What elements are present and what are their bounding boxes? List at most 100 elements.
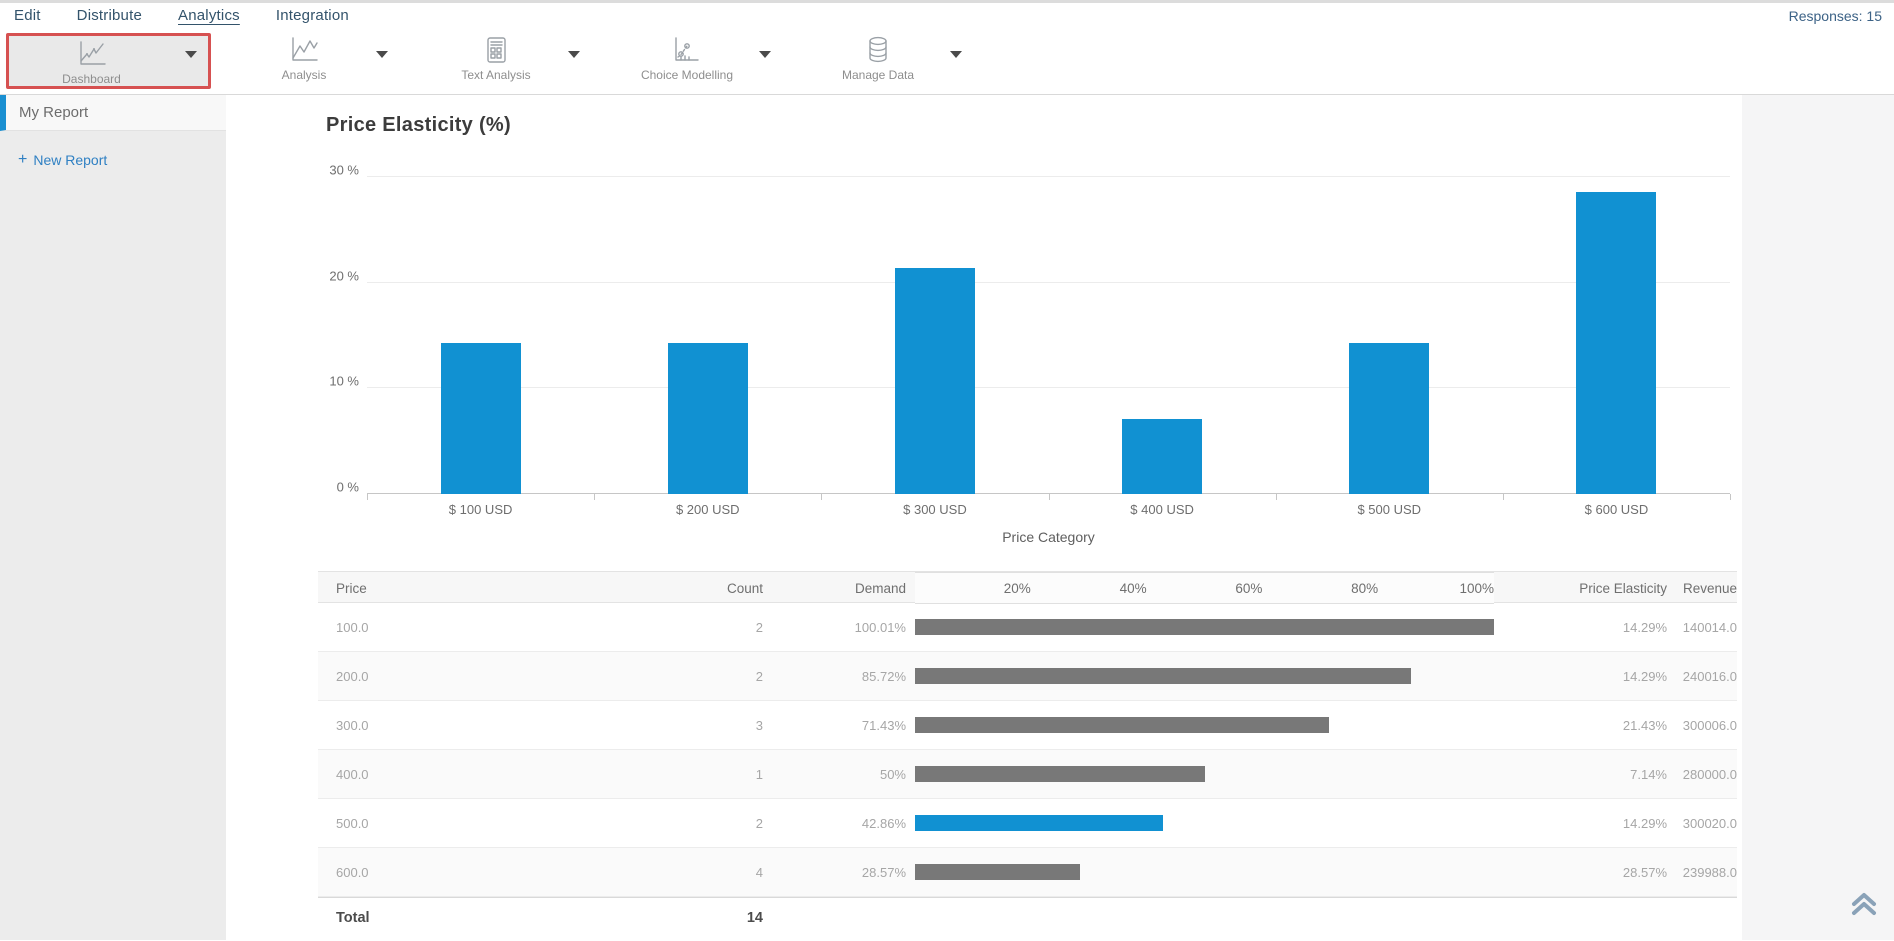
responses-count: Responses: 15 — [1788, 7, 1882, 24]
cell-elasticity: 21.43% — [1622, 717, 1667, 733]
toolbar-button-dashboard[interactable]: Dashboard — [9, 36, 174, 86]
table-row: 100.0 2 100.01% 14.29% 140014.0 — [318, 603, 1737, 652]
chart-x-axis-title: Price Category — [1002, 529, 1095, 545]
scale-tick-20%: 20% — [1003, 580, 1031, 596]
demand-bar — [915, 864, 1081, 880]
bar-100USD[interactable] — [440, 343, 521, 494]
table-row: 600.0 4 28.57% 28.57% 239988.0 — [318, 848, 1737, 897]
price-elasticity-chart: 0 % 10 % 20 % 30 % — [329, 151, 1731, 500]
bar-300USD[interactable] — [894, 267, 975, 494]
dashboard-chart-icon — [75, 39, 109, 69]
chart-title: Price Elasticity (%) — [326, 114, 511, 136]
cell-elasticity: 28.57% — [1622, 864, 1667, 880]
bar-slot-6 — [1503, 151, 1730, 494]
bar-400USD[interactable] — [1122, 418, 1203, 494]
table-body: 100.0 2 100.01% 14.29% 140014.0 200.0 2 85.72% 1… — [318, 603, 1737, 897]
x-axis-tick — [367, 494, 368, 500]
cell-count: 1 — [755, 766, 763, 782]
new-report-button[interactable]: + New Report — [18, 151, 226, 169]
cell-count: 2 — [755, 619, 763, 635]
cell-demand: 50% — [879, 766, 906, 782]
toolbar-button-choice-modelling[interactable]: Choice Modelling — [626, 32, 748, 90]
toolbar-dropdown-analysis[interactable] — [365, 32, 399, 90]
toolbar-button-analysis[interactable]: Analysis — [243, 32, 365, 90]
reports-sidebar: My Report + New Report — [0, 95, 226, 940]
cell-elasticity: 14.29% — [1622, 668, 1667, 684]
cell-demand: 71.43% — [861, 717, 906, 733]
toolbar-group-dashboard: Dashboard — [6, 33, 211, 89]
x-axis-tick — [1730, 494, 1731, 500]
choice-modelling-icon — [670, 35, 704, 65]
analytics-toolbar: Dashboard Analysis Text Analysis Choice Mod… — [0, 28, 1894, 95]
demand-bar-track — [915, 864, 1494, 880]
gridline-10% — [367, 387, 1730, 389]
toolbar-dropdown-text-analysis[interactable] — [557, 32, 591, 90]
double-chevron-up-icon — [1852, 893, 1876, 915]
toolbar-button-text-analysis[interactable]: Text Analysis — [435, 32, 557, 90]
manage-data-icon — [863, 35, 893, 65]
cell-price: 200.0 — [336, 668, 369, 684]
cell-revenue: 280000.0 — [1682, 766, 1737, 782]
y-axis-label-20%: 20 % — [329, 268, 359, 284]
scale-tick-40%: 40% — [1119, 580, 1147, 596]
nav-tab-edit[interactable]: Edit — [14, 7, 41, 24]
cell-revenue: 240016.0 — [1682, 668, 1737, 684]
bar-600USD[interactable] — [1576, 192, 1657, 494]
scale-tick-80%: 80% — [1351, 580, 1379, 596]
toolbar-label-dashboard: Dashboard — [62, 72, 121, 86]
cell-revenue: 300020.0 — [1682, 815, 1737, 831]
table-row: 500.0 2 42.86% 14.29% 300020.0 — [318, 799, 1737, 848]
demand-bar-track — [915, 668, 1494, 684]
table-header-row: Price Count Demand 20% 40% 60% 80% 100% Pric… — [318, 571, 1737, 604]
cell-count: 3 — [755, 717, 763, 733]
scale-tick-60%: 60% — [1235, 580, 1263, 596]
col-header-revenue: Revenue — [1682, 580, 1737, 596]
x-axis-tick — [1048, 494, 1050, 500]
price-elasticity-table: Price Count Demand 20% 40% 60% 80% 100% Pric… — [318, 571, 1737, 937]
sidebar-item-my-report[interactable]: My Report — [0, 95, 226, 131]
chevron-down-icon — [950, 50, 962, 58]
x-axis-label-400USD: $ 400 USD — [1130, 502, 1194, 517]
cell-price: 500.0 — [336, 815, 369, 831]
cell-price: 400.0 — [336, 766, 369, 782]
nav-tab-integration[interactable]: Integration — [275, 7, 349, 24]
toolbar-group-choice-modelling: Choice Modelling — [626, 32, 782, 90]
cell-count: 4 — [755, 864, 763, 880]
gridline-0% — [367, 493, 1730, 494]
analysis-chart-icon — [287, 35, 321, 65]
report-name-label: My Report — [19, 104, 89, 121]
demand-bar — [915, 815, 1164, 831]
toolbar-label-text-analysis: Text Analysis — [461, 68, 531, 82]
scroll-to-top-button[interactable] — [1850, 891, 1878, 922]
col-header-elasticity: Price Elasticity — [1579, 580, 1667, 596]
top-nav: Edit Distribute Analytics Integration Respo… — [0, 3, 1894, 28]
nav-items: Edit Distribute Analytics Integration — [14, 7, 349, 24]
x-axis-label-500USD: $ 500 USD — [1357, 502, 1422, 517]
bar-200USD[interactable] — [667, 343, 748, 494]
x-axis-tick — [821, 494, 823, 500]
toolbar-label-manage-data: Manage Data — [841, 68, 915, 82]
nav-tab-analytics[interactable]: Analytics — [178, 7, 240, 24]
toolbar-button-manage-data[interactable]: Manage Data — [817, 32, 939, 90]
y-axis-label-30%: 30 % — [329, 162, 359, 178]
demand-bar — [915, 619, 1494, 635]
col-header-price: Price — [336, 580, 367, 596]
bar-slot-1 — [367, 151, 594, 494]
gridline-30% — [367, 176, 1730, 177]
toolbar-dropdown-choice-modelling[interactable] — [748, 32, 782, 90]
toolbar-group-manage-data: Manage Data — [817, 32, 973, 90]
window-top-edge — [0, 0, 1894, 3]
demand-bar-track — [915, 766, 1494, 782]
demand-scale-header: 20% 40% 60% 80% 100% — [915, 572, 1494, 604]
nav-tab-distribute[interactable]: Distribute — [76, 7, 143, 24]
chart-x-labels: $ 100 USD $ 200 USD $ 300 USD $ 400 USD $ 50… — [367, 502, 1730, 517]
cell-demand: 100.01% — [854, 619, 906, 635]
bar-500USD[interactable] — [1349, 343, 1430, 494]
cell-revenue: 239988.0 — [1682, 864, 1737, 880]
toolbar-dropdown-manage-data[interactable] — [939, 32, 973, 90]
toolbar-dropdown-dashboard[interactable] — [174, 36, 208, 86]
col-header-count: Count — [726, 580, 763, 596]
toolbar-label-analysis: Analysis — [281, 68, 327, 82]
text-analysis-icon — [481, 35, 511, 65]
demand-bar — [915, 717, 1329, 733]
